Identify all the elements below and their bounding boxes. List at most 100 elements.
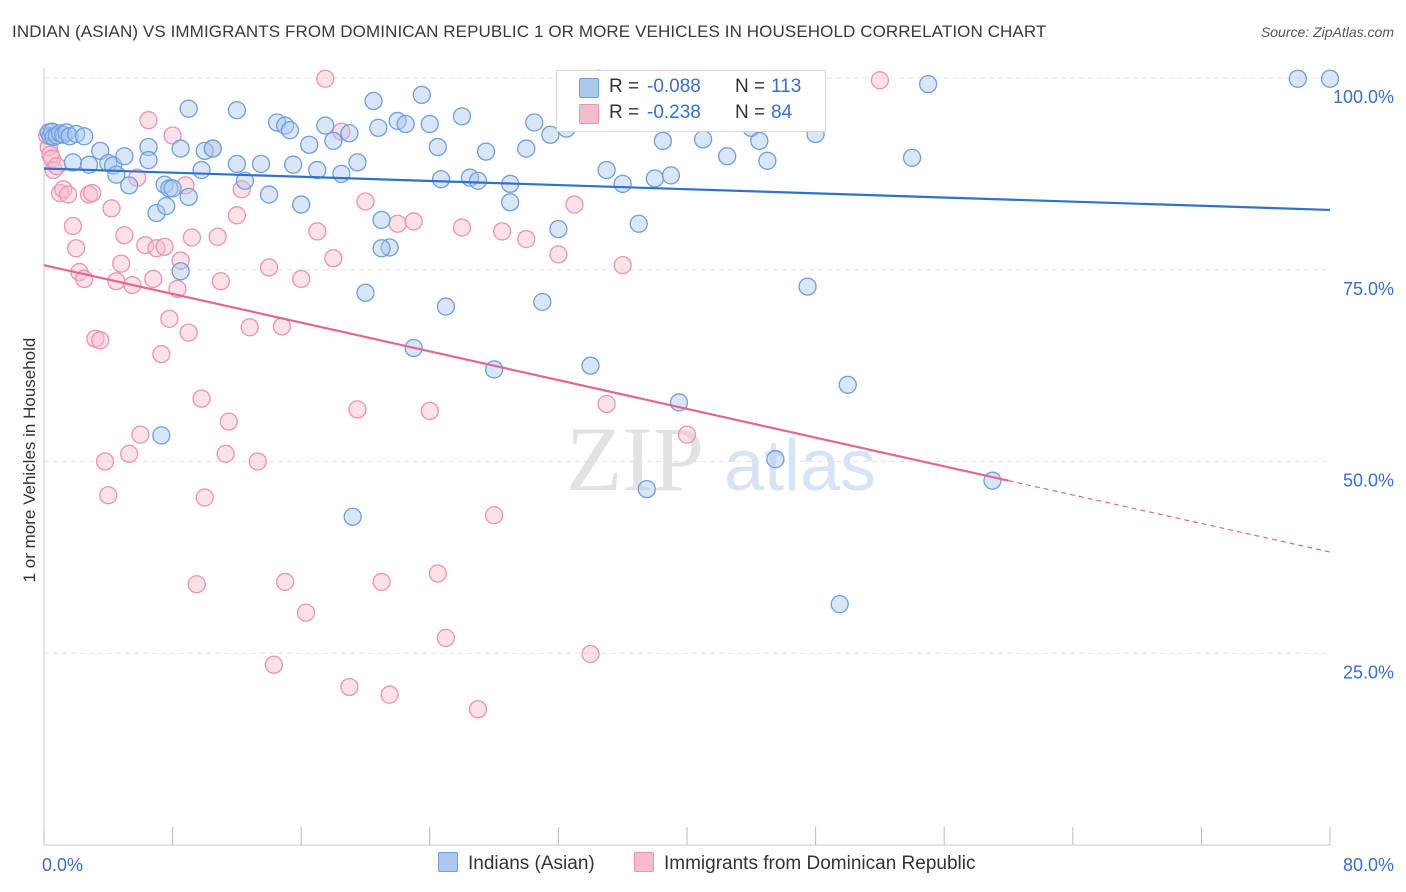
y-tick-label: 75.0% [1343, 279, 1394, 299]
dominican-point [91, 331, 110, 350]
indian-point [369, 118, 388, 138]
indian-point [356, 283, 375, 302]
series-indian-points [39, 69, 1340, 614]
indian-point [171, 139, 190, 158]
indian-point [203, 139, 222, 158]
dominican-point [404, 212, 423, 231]
indian-point [798, 277, 817, 296]
dominican-point [240, 318, 259, 337]
indian-point [171, 262, 190, 281]
indian-point [364, 91, 383, 111]
indian-point [431, 170, 451, 189]
dominican-point [83, 183, 102, 203]
indian-point [428, 137, 447, 157]
legend-n-value-dominican: 84 [771, 102, 793, 123]
dominican-point [248, 452, 267, 471]
x-tick-label-min: 0.0% [42, 855, 83, 875]
dominican-point [452, 218, 472, 237]
dominican-point [171, 251, 190, 270]
y-tick-label: 25.0% [1343, 662, 1394, 682]
dominican-point [388, 214, 407, 233]
indian-point [629, 214, 648, 233]
legend-r-label: R = [609, 102, 640, 123]
indian-point [280, 121, 300, 140]
legend-n-value-indian: 113 [771, 76, 802, 97]
indian-point [300, 135, 319, 154]
indian-point [476, 142, 496, 161]
bottom-legend-swatch-blue [438, 852, 458, 872]
dominican-point [565, 195, 584, 214]
indian-point [227, 154, 247, 174]
dominican-point [484, 506, 504, 525]
indian-point [152, 426, 171, 445]
dominican-point [613, 255, 632, 275]
indian-point [157, 196, 176, 216]
dominican-point [187, 575, 206, 594]
indian-point [147, 203, 166, 223]
dominican-point [139, 111, 158, 130]
dominican-point [468, 700, 488, 719]
y-tick-label: 50.0% [1343, 471, 1394, 491]
indian-point [661, 166, 681, 185]
dominican-point [99, 486, 118, 505]
indian-point [597, 160, 616, 180]
dominican-point [264, 655, 284, 674]
dominican-point [324, 249, 343, 268]
indian-point [549, 219, 568, 239]
dominican-point [420, 401, 439, 421]
indian-point [179, 99, 198, 118]
dominican-point [492, 222, 512, 241]
dominican-point [195, 488, 214, 507]
trend-lines [43, 167, 1331, 553]
indian-point [75, 127, 94, 146]
dominican-point [192, 389, 211, 408]
dominican-point [677, 425, 697, 444]
indian-point [613, 174, 632, 193]
indian-point [758, 151, 777, 170]
dominican-trend-extension [1008, 480, 1331, 553]
dominican-point [348, 400, 367, 419]
dominican-point [112, 254, 131, 273]
indian-point [251, 154, 271, 174]
dominican-point [115, 226, 134, 245]
indian-point [468, 171, 488, 190]
dominican-point [316, 69, 335, 88]
dominican-point [102, 199, 121, 218]
dominican-point [428, 564, 447, 583]
dominican-point [95, 452, 115, 471]
dominican-trend-line [43, 264, 1009, 482]
bottom-legend-dominican: Immigrants from Dominican Republic [634, 852, 976, 875]
dominican-point [58, 185, 78, 204]
indian-point [372, 239, 391, 258]
indian-point [501, 193, 520, 212]
indian-point [525, 113, 544, 132]
dominican-point [63, 216, 83, 236]
dominican-point [227, 206, 247, 225]
indian-point [292, 195, 311, 214]
indian-point [179, 187, 198, 207]
dominican-point [67, 239, 86, 258]
indian-point [372, 210, 391, 230]
dominican-point [581, 644, 600, 664]
indian-point [533, 292, 552, 312]
indian-point [332, 164, 351, 184]
dominican-point [219, 412, 239, 431]
dominican-point [152, 344, 171, 364]
indian-point [420, 114, 439, 134]
series-dominican-points [38, 69, 890, 719]
indian-point [1288, 69, 1307, 88]
indian-point [348, 153, 367, 172]
chart-title: INDIAN (ASIAN) VS IMMIGRANTS FROM DOMINI… [12, 22, 1047, 41]
indian-point [718, 147, 737, 166]
dominican-point [208, 227, 227, 246]
dominican-point [870, 71, 890, 90]
indian-point [139, 150, 158, 170]
legend-swatch-blue [579, 78, 599, 98]
legend-r-value-dominican: -0.238 [647, 102, 701, 123]
correlation-legend: R = -0.088 N = 113 R = -0.238 N = 84 [556, 70, 826, 132]
dominican-point [436, 628, 456, 648]
indian-point [645, 169, 664, 188]
dominican-point [292, 269, 311, 289]
dominican-point [120, 444, 139, 463]
indian-point [343, 507, 362, 526]
